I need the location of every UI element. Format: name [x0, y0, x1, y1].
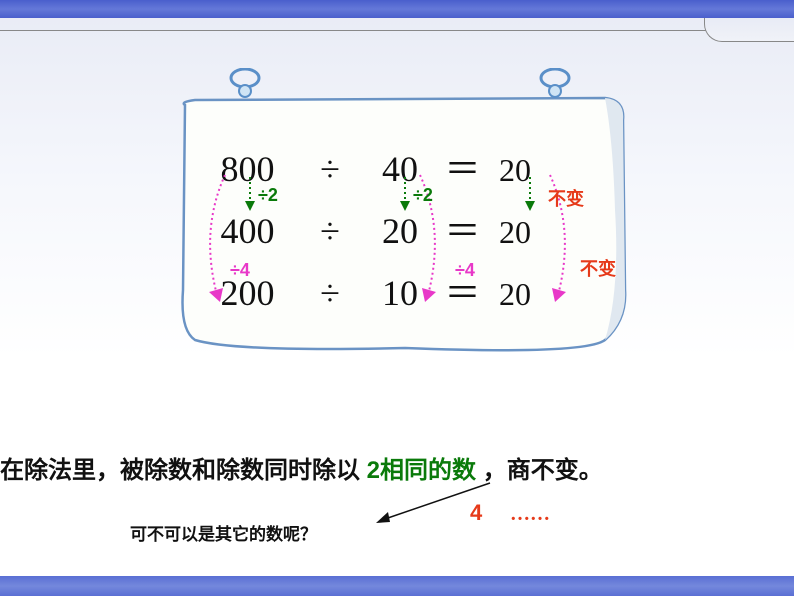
sub-question: 可不可以是其它的数呢？: [130, 520, 317, 545]
quotient-2: 20: [490, 214, 540, 251]
arrow-magenta-1-icon: [195, 170, 235, 310]
op-div-2: ÷: [295, 210, 365, 252]
top-divider: [0, 30, 794, 31]
clip-right-icon: [535, 68, 575, 100]
bottom-bar: [0, 576, 794, 596]
ann-unchanged-2: 不变: [580, 255, 616, 281]
ellipsis: ……: [510, 503, 550, 526]
ann-unchanged-1: 不变: [548, 185, 584, 211]
concl-part1: 在除法里，被除数和除数同时除以: [0, 457, 367, 484]
quotient-3: 20: [490, 276, 540, 313]
ann-div2-b: ÷2: [413, 185, 433, 206]
arrow-green-1-icon: [240, 175, 260, 215]
top-bar: [0, 0, 794, 18]
arrow-green-3-icon: [520, 175, 540, 215]
top-corner: [704, 18, 794, 42]
ann-div4-b: ÷4: [455, 260, 475, 281]
ann-div2-a: ÷2: [258, 185, 278, 206]
op-div-3: ÷: [295, 272, 365, 314]
arrow-to-4-icon: [370, 478, 500, 528]
clip-left-icon: [225, 68, 265, 100]
ann-div4-a: ÷4: [230, 260, 250, 281]
op-div-1: ÷: [295, 148, 365, 190]
